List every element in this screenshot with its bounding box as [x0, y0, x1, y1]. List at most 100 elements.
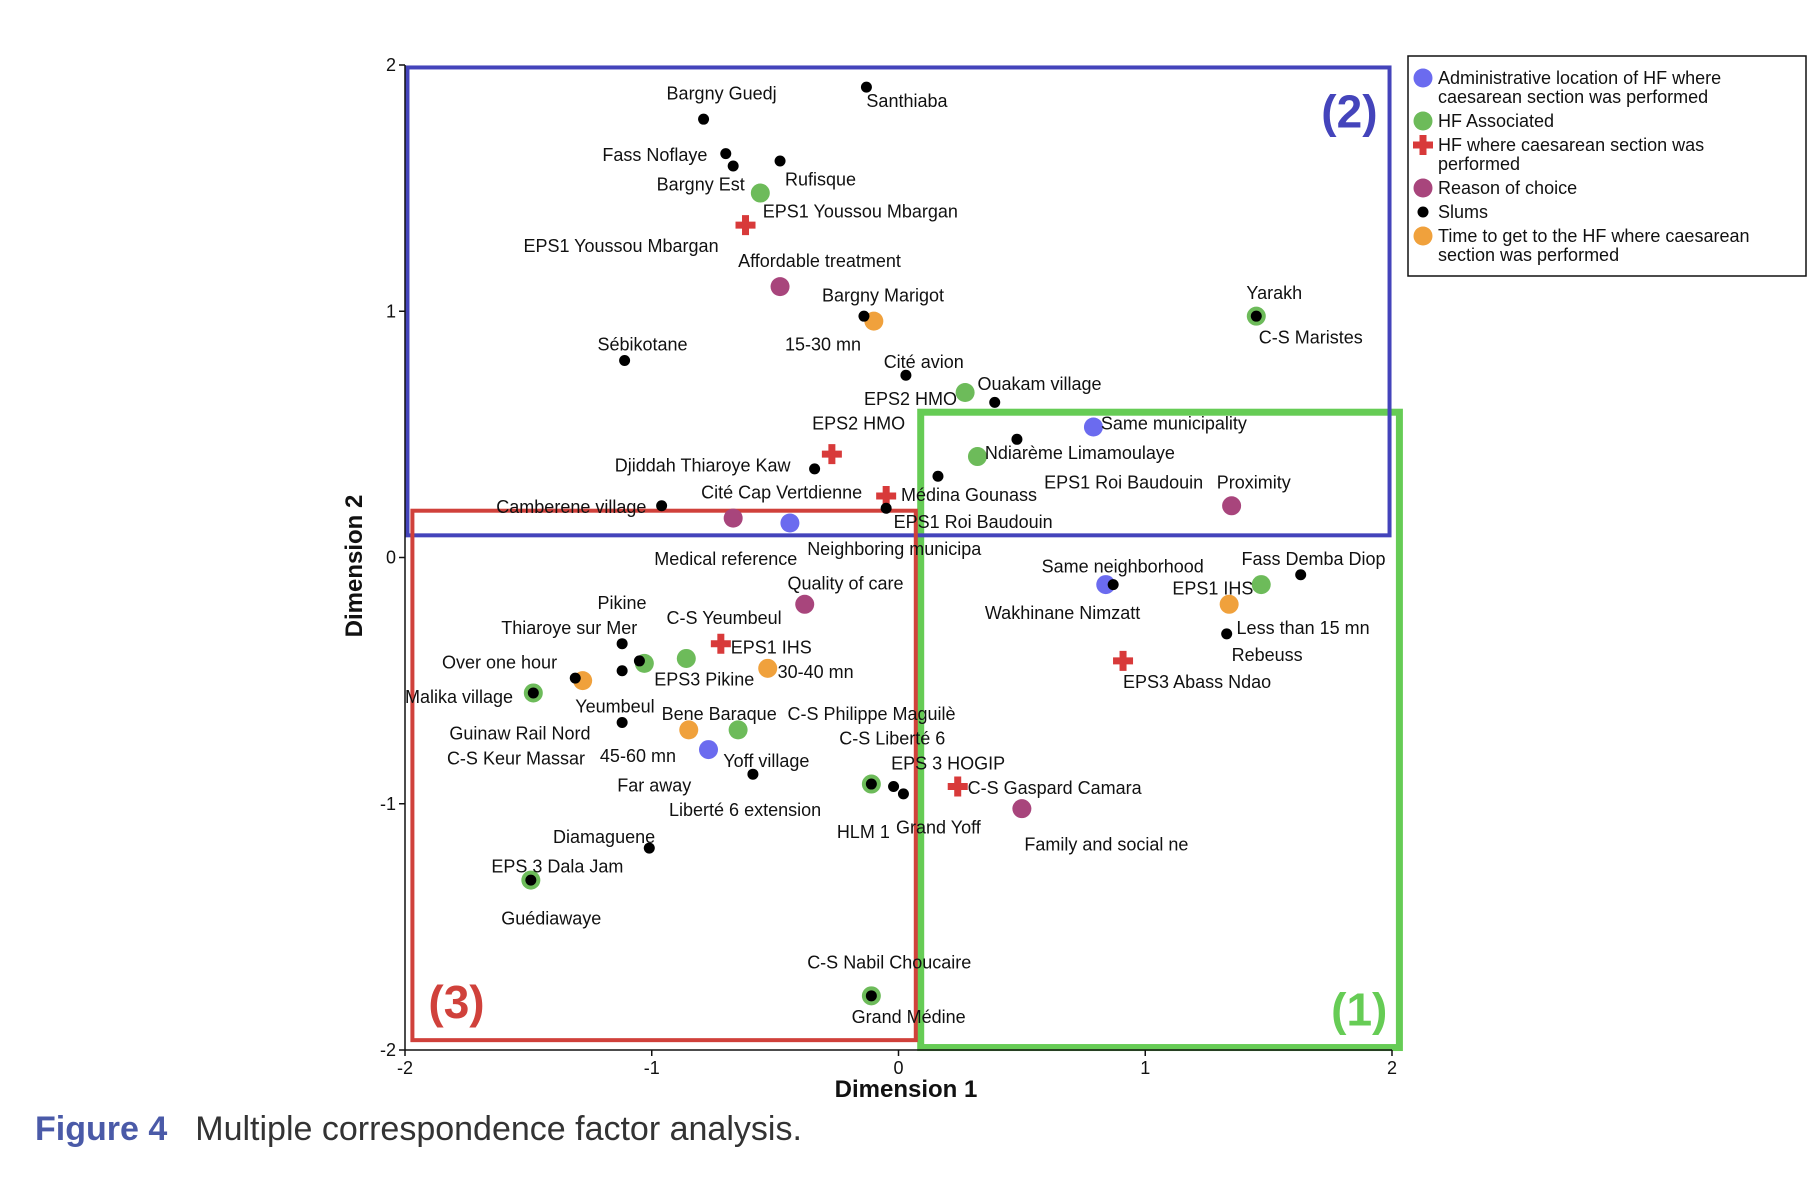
- point-slum: [1107, 579, 1119, 591]
- point-assoc: [955, 383, 975, 403]
- legend-marker-time: [1413, 226, 1433, 246]
- legend-entry-admin: Administrative location of HF where: [1438, 68, 1721, 88]
- point-label: EPS1 Youssou Mbargan: [523, 236, 718, 256]
- point-label: Guédiawaye: [501, 908, 601, 928]
- point-label: EPS2 HMO: [812, 413, 905, 433]
- x-tick-label: 1: [1140, 1058, 1150, 1078]
- point-hf: [710, 633, 731, 654]
- legend-entry-reason: Reason of choice: [1438, 178, 1577, 198]
- point-slum: [989, 396, 1001, 408]
- x-tick-label: -2: [397, 1058, 413, 1078]
- point-label: EPS1 Youssou Mbargan: [763, 202, 958, 222]
- point-label: EPS1 IHS: [1172, 578, 1253, 598]
- point-slum: [525, 874, 537, 886]
- point-time: [758, 658, 778, 678]
- legend-entry-slum: Slums: [1438, 202, 1488, 222]
- region-label-1: (1): [1331, 984, 1387, 1036]
- figure-number: Figure 4: [35, 1110, 168, 1148]
- point-slum: [569, 672, 581, 684]
- point-label: Médina Gounass: [901, 485, 1037, 505]
- caption-text: Multiple correspondence factor analysis.: [195, 1110, 802, 1148]
- x-tick-label: 2: [1387, 1058, 1397, 1078]
- point-label: EPS3 Abass Ndao: [1123, 672, 1271, 692]
- point-label: Yoff village: [723, 751, 809, 771]
- x-axis-title: Dimension 1: [835, 1076, 978, 1103]
- point-slum: [1295, 569, 1307, 581]
- region-boxes: (1) (2) (3): [405, 65, 1403, 1052]
- point-label: Bene Baraque: [662, 704, 777, 724]
- point-label: Affordable treatment: [738, 251, 901, 271]
- point-label: C-S Philippe Maguilè: [787, 704, 955, 724]
- point-slum: [1221, 628, 1233, 640]
- point-slum: [747, 768, 759, 780]
- legend-marker-slum: [1417, 206, 1429, 218]
- point-slum: [643, 842, 655, 854]
- point-label: Bargny Est: [657, 175, 745, 195]
- legend-marker-admin: [1413, 68, 1433, 88]
- point-label: EPS 3 Dala Jam: [491, 857, 623, 877]
- point-label: Wakhinane Nimzatt: [985, 603, 1140, 623]
- point-slum: [616, 638, 628, 650]
- region-label-3: (3): [428, 976, 484, 1028]
- y-tick-label: 2: [386, 55, 396, 75]
- point-label: EPS1 IHS: [731, 638, 812, 658]
- point-slum: [527, 687, 539, 699]
- point-slum: [809, 463, 821, 475]
- point-slum: [888, 781, 900, 793]
- legend-marker-reason: [1413, 178, 1433, 198]
- axis-ticks: -2 -1 0 1 2 -2 -1 0 1 2: [380, 55, 1397, 1078]
- point-assoc: [967, 447, 987, 467]
- point-label: EPS1 Roi Baudouin: [894, 512, 1053, 532]
- point-label: Proximity: [1217, 473, 1291, 493]
- point-hf: [876, 485, 897, 506]
- point-label: Yeumbeul: [575, 697, 654, 717]
- point-label: Family and social ne: [1024, 835, 1188, 855]
- point-label: Same municipality: [1101, 413, 1247, 433]
- point-label: Camberene village: [496, 497, 646, 517]
- x-tick-label: -1: [644, 1058, 660, 1078]
- legend-entry-hf: HF where caesarean section was: [1438, 135, 1704, 155]
- point-reason: [770, 277, 790, 297]
- point-slum: [727, 160, 739, 172]
- region-label-2: (2): [1321, 85, 1377, 137]
- point-label: Diamaguene: [553, 827, 655, 847]
- point-assoc: [676, 648, 696, 668]
- point-label: Rebeuss: [1232, 645, 1303, 665]
- point-label: EPS3 Pikine: [654, 670, 754, 690]
- y-axis-title: Dimension 2: [341, 495, 368, 638]
- point-label: C-S Liberté 6: [839, 729, 945, 749]
- point-slum: [619, 355, 631, 366]
- point-reason: [795, 594, 815, 614]
- point-label: Bargny Marigot: [822, 285, 944, 305]
- point-label: Liberté 6 extension: [669, 800, 821, 820]
- y-tick-label: 0: [386, 548, 396, 568]
- point-label: Ouakam village: [977, 374, 1101, 394]
- point-slum: [865, 990, 877, 1002]
- point-label: 30-40 mn: [778, 662, 854, 682]
- legend-entry-time: Time to get to the HF where caesarean: [1438, 226, 1749, 246]
- point-label: Guinaw Rail Nord: [449, 724, 590, 744]
- figure-caption: Figure 4 Multiple correspondence factor a…: [35, 1110, 802, 1149]
- point-label: Quality of care: [787, 574, 903, 594]
- point-label: Fass Noflaye: [602, 145, 707, 165]
- point-slum: [774, 155, 786, 167]
- point-admin: [780, 513, 800, 533]
- point-label: HLM 1: [837, 822, 890, 842]
- point-slum: [656, 500, 668, 512]
- legend-box: [1407, 55, 1807, 277]
- point-reason: [723, 508, 743, 528]
- legend-entry-assoc: HF Associated: [1438, 111, 1554, 131]
- point-label: C-S Nabil Choucaire: [807, 953, 971, 973]
- point-slum: [865, 778, 877, 790]
- legend-entry-admin: caesarean section was performed: [1438, 87, 1708, 107]
- x-tick-label: 0: [893, 1058, 903, 1078]
- point-label: C-S Keur Massar: [447, 748, 585, 768]
- point-label: Thiaroye sur Mer: [501, 618, 637, 638]
- point-label: Grand Yoff: [896, 817, 982, 837]
- point-slum: [1250, 310, 1262, 322]
- point-label: Fass Demba Diop: [1241, 549, 1385, 569]
- y-tick-label: -1: [380, 794, 396, 814]
- point-slum: [720, 148, 732, 160]
- region-box-1: [917, 408, 1403, 1052]
